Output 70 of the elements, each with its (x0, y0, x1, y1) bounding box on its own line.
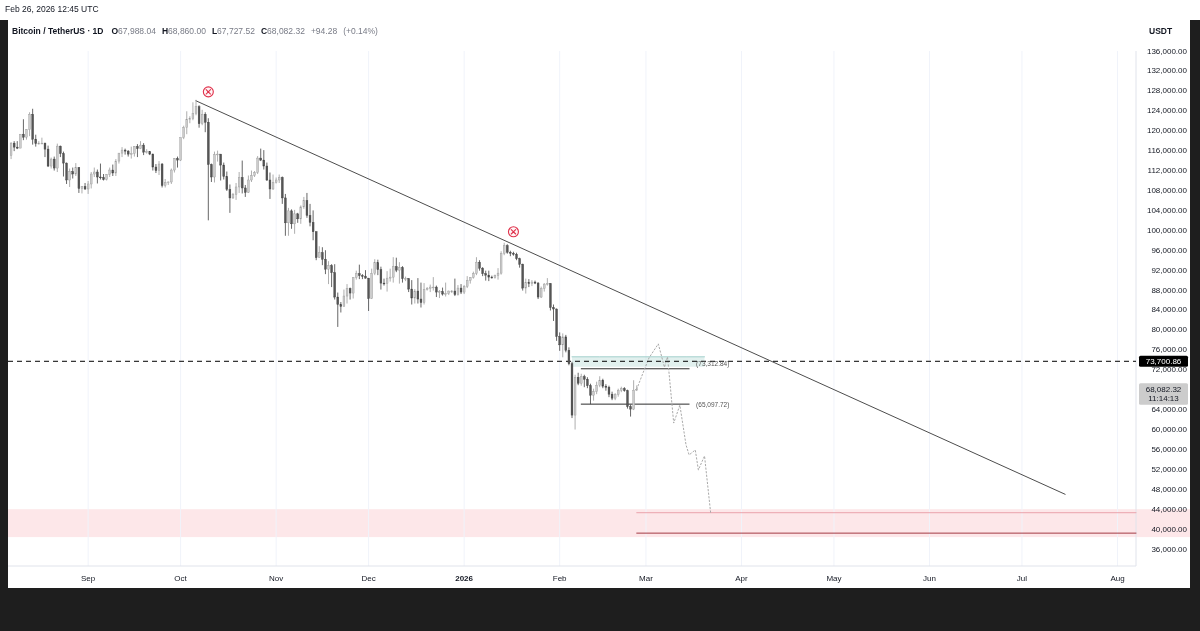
y-tick-label: 96,000.00 (1151, 245, 1188, 255)
y-tick-label: 116,000.00 (1147, 146, 1188, 156)
y-tick-label: 132,000.00 (1146, 66, 1188, 76)
x-tick-label: Nov (269, 573, 284, 583)
candlestick (324, 249, 327, 275)
y-tick-label: 128,000.00 (1146, 86, 1188, 96)
candlestick (432, 276, 435, 291)
y-axis-title: USDT (1149, 26, 1173, 36)
candlestick (632, 379, 635, 411)
candlestick (527, 278, 530, 288)
candlestick (136, 143, 139, 158)
candlestick (345, 283, 349, 304)
x-tick-label: 2026 (455, 573, 474, 583)
y-tick-label: 52,000.00 (1151, 464, 1188, 474)
candlestick (293, 209, 296, 235)
x-tick-label: May (826, 573, 842, 583)
y-tick-label: 100,000.00 (1146, 225, 1188, 235)
candlestick (77, 166, 81, 194)
y-tick-label: 72,000.00 (1151, 365, 1188, 375)
y-tick-label: 40,000.00 (1151, 524, 1188, 534)
y-tick-label: 104,000.00 (1146, 205, 1188, 215)
x-tick-label: Feb (552, 573, 568, 583)
y-tick-label: 48,000.00 (1151, 484, 1188, 494)
candlestick (290, 208, 293, 230)
ref-line-label: 73,700.86 (1145, 356, 1182, 366)
candlestick (185, 110, 188, 135)
x-tick-label: Jun (923, 573, 936, 583)
candlestick (28, 111, 31, 137)
x-tick-label: Jul (1016, 573, 1028, 583)
candlestick (385, 270, 389, 292)
y-tick-label: 84,000.00 (1151, 305, 1188, 315)
candlestick (348, 287, 352, 300)
x-tick-label: Mar (639, 573, 654, 583)
y-tick-label: 112,000.00 (1147, 166, 1188, 176)
y-tick-label: 124,000.00 (1146, 106, 1188, 116)
y-tick-label: 92,000.00 (1151, 265, 1188, 275)
y-tick-label: 76,000.00 (1151, 345, 1188, 355)
y-tick-label: 56,000.00 (1151, 444, 1188, 454)
candlestick (422, 282, 426, 305)
candlestick (191, 101, 195, 121)
x-tick-label: Sep (81, 573, 96, 583)
y-tick-label: 44,000.00 (1151, 504, 1188, 514)
candlestick (194, 99, 198, 116)
y-tick-label: 60,000.00 (1151, 425, 1188, 435)
y-tick-label: 108,000.00 (1146, 185, 1188, 195)
candlestick (80, 185, 84, 194)
x-tick-label: Apr (735, 573, 749, 583)
chart-title: Bitcoin / TetherUS · 1D (12, 26, 104, 36)
y-tick-label: 136,000.00 (1146, 46, 1188, 56)
candlestick (241, 160, 244, 194)
candlestick (367, 277, 370, 312)
y-tick-label: 36,000.00 (1151, 544, 1188, 554)
candlestick (120, 146, 124, 158)
text: 68,082.32 11:14:13 (1145, 384, 1182, 404)
text: O67,988.04 H68,860.00 L67,727.52 C68,082.32 +94.28 (+0.14%) (111, 26, 378, 36)
candlestick (561, 333, 564, 358)
candlestick (327, 260, 330, 285)
x-tick-label: Oct (174, 573, 188, 583)
y-tick-label: 64,000.00 (1151, 405, 1188, 415)
candlestick (68, 168, 71, 188)
candlestick (419, 282, 423, 308)
candlestick (219, 153, 222, 181)
y-tick-label: 80,000.00 (1151, 325, 1188, 335)
x-tick-label: Aug (1110, 573, 1125, 583)
candlestick (83, 182, 87, 191)
y-tick-label: 88,000.00 (1151, 285, 1188, 295)
y-tick-label: 120,000.00 (1146, 126, 1188, 136)
x-tick-label: Dec (361, 573, 376, 583)
candlestick (546, 277, 549, 286)
text: Feb 26, 2026 12:45 UTC (5, 4, 99, 14)
